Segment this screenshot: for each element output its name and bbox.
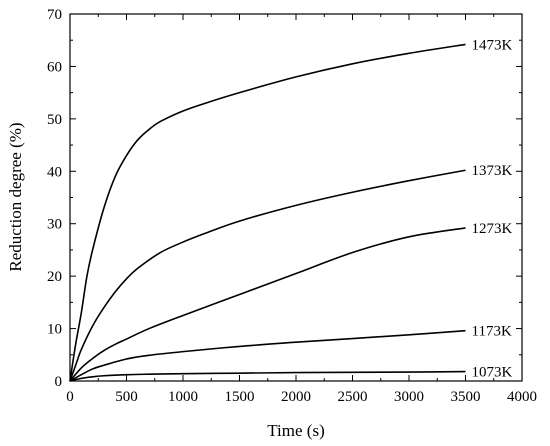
x-tick-label: 1000: [168, 389, 198, 405]
plot-area-frame: [69, 13, 523, 382]
x-tick-label: 2500: [338, 389, 368, 405]
series-label-1273K: 1273K: [472, 221, 513, 237]
series-label-1473K: 1473K: [472, 37, 513, 53]
y-axis-title: Reduction degree (%): [6, 122, 25, 271]
x-tick-label: 4000: [507, 389, 537, 405]
tick-marks: [69, 13, 523, 382]
series-line-1073K: [69, 370, 466, 382]
series-line-1473K: [69, 43, 466, 382]
series-label-1373K: 1373K: [472, 163, 513, 179]
y-tick-label: 60: [47, 59, 62, 75]
series-lines: [69, 43, 466, 382]
y-tick-label: 0: [55, 374, 63, 390]
series-label-1073K: 1073K: [472, 365, 513, 381]
x-tick-label: 3500: [451, 389, 481, 405]
y-tick-label: 40: [47, 164, 62, 180]
y-tick-label: 10: [47, 322, 62, 338]
y-tick-label: 50: [47, 112, 62, 128]
x-tick-label: 2000: [281, 389, 311, 405]
x-axis-title: Time (s): [267, 421, 324, 440]
x-tick-label: 3000: [394, 389, 424, 405]
y-tick-label: 70: [47, 7, 62, 23]
x-tick-label: 500: [115, 389, 138, 405]
series-line-1273K: [69, 227, 466, 382]
y-tick-label: 20: [47, 269, 62, 285]
x-tick-label: 1500: [225, 389, 255, 405]
series-line-1173K: [69, 329, 466, 382]
series-line-1373K: [69, 169, 466, 382]
series-label-1173K: 1173K: [472, 324, 512, 340]
y-tick-label: 30: [47, 217, 62, 233]
x-tick-label: 0: [66, 389, 74, 405]
x-tick-labels: 0 500 1000 1500 2000 2500 3000 3500 4000: [66, 389, 537, 405]
series-labels: 1473K 1373K 1273K 1173K 1073K: [472, 37, 513, 380]
y-tick-labels: 0 10 20 30 40 50 60 70: [47, 7, 62, 390]
